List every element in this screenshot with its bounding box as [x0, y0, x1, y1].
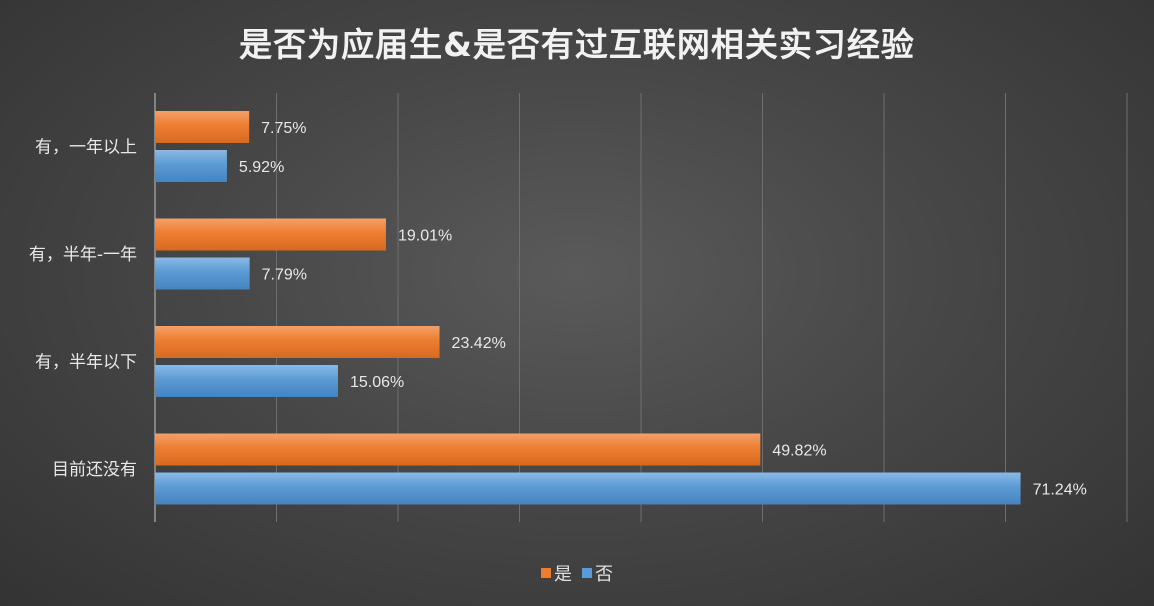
- data-label-no: 7.79%: [262, 267, 307, 284]
- category-label: 有，一年以上: [35, 138, 137, 158]
- bar-yes[interactable]: [155, 218, 386, 251]
- bar-no[interactable]: [155, 472, 1021, 505]
- data-label-no: 71.24%: [1033, 482, 1087, 499]
- legend: 是 否: [0, 560, 1154, 586]
- data-label-yes: 7.75%: [261, 120, 306, 137]
- legend-item-yes[interactable]: 是: [541, 560, 572, 586]
- data-label-no: 15.06%: [350, 374, 404, 391]
- legend-swatch-yes: [541, 568, 551, 578]
- data-label-yes: 23.42%: [452, 335, 506, 352]
- bar-yes[interactable]: [155, 111, 250, 143]
- category-label: 有，半年-一年: [29, 245, 137, 265]
- bar-no[interactable]: [155, 365, 338, 397]
- category-label: 有，半年以下: [35, 353, 137, 373]
- legend-label-no: 否: [595, 564, 613, 585]
- data-label-yes: 49.82%: [772, 443, 826, 460]
- bar-no[interactable]: [155, 257, 250, 290]
- data-label-no: 5.92%: [239, 159, 284, 176]
- legend-swatch-no: [582, 568, 592, 578]
- bar-yes[interactable]: [155, 326, 440, 358]
- legend-item-no[interactable]: 否: [582, 560, 613, 586]
- category-label: 目前还没有: [52, 460, 137, 480]
- chart-title: 是否为应届生&是否有过互联网相关实习经验: [239, 25, 915, 64]
- legend-label-yes: 是: [554, 564, 572, 585]
- bar-yes[interactable]: [155, 433, 761, 466]
- data-label-yes: 19.01%: [398, 228, 452, 245]
- bar-no[interactable]: [155, 150, 227, 182]
